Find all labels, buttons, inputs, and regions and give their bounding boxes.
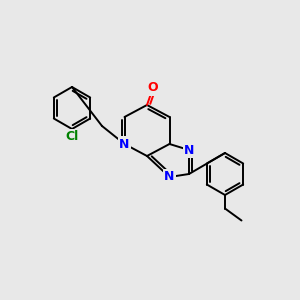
Text: O: O [148, 81, 158, 94]
Text: N: N [119, 137, 130, 151]
Text: N: N [164, 170, 175, 184]
Text: Cl: Cl [65, 130, 79, 143]
Text: N: N [184, 143, 194, 157]
